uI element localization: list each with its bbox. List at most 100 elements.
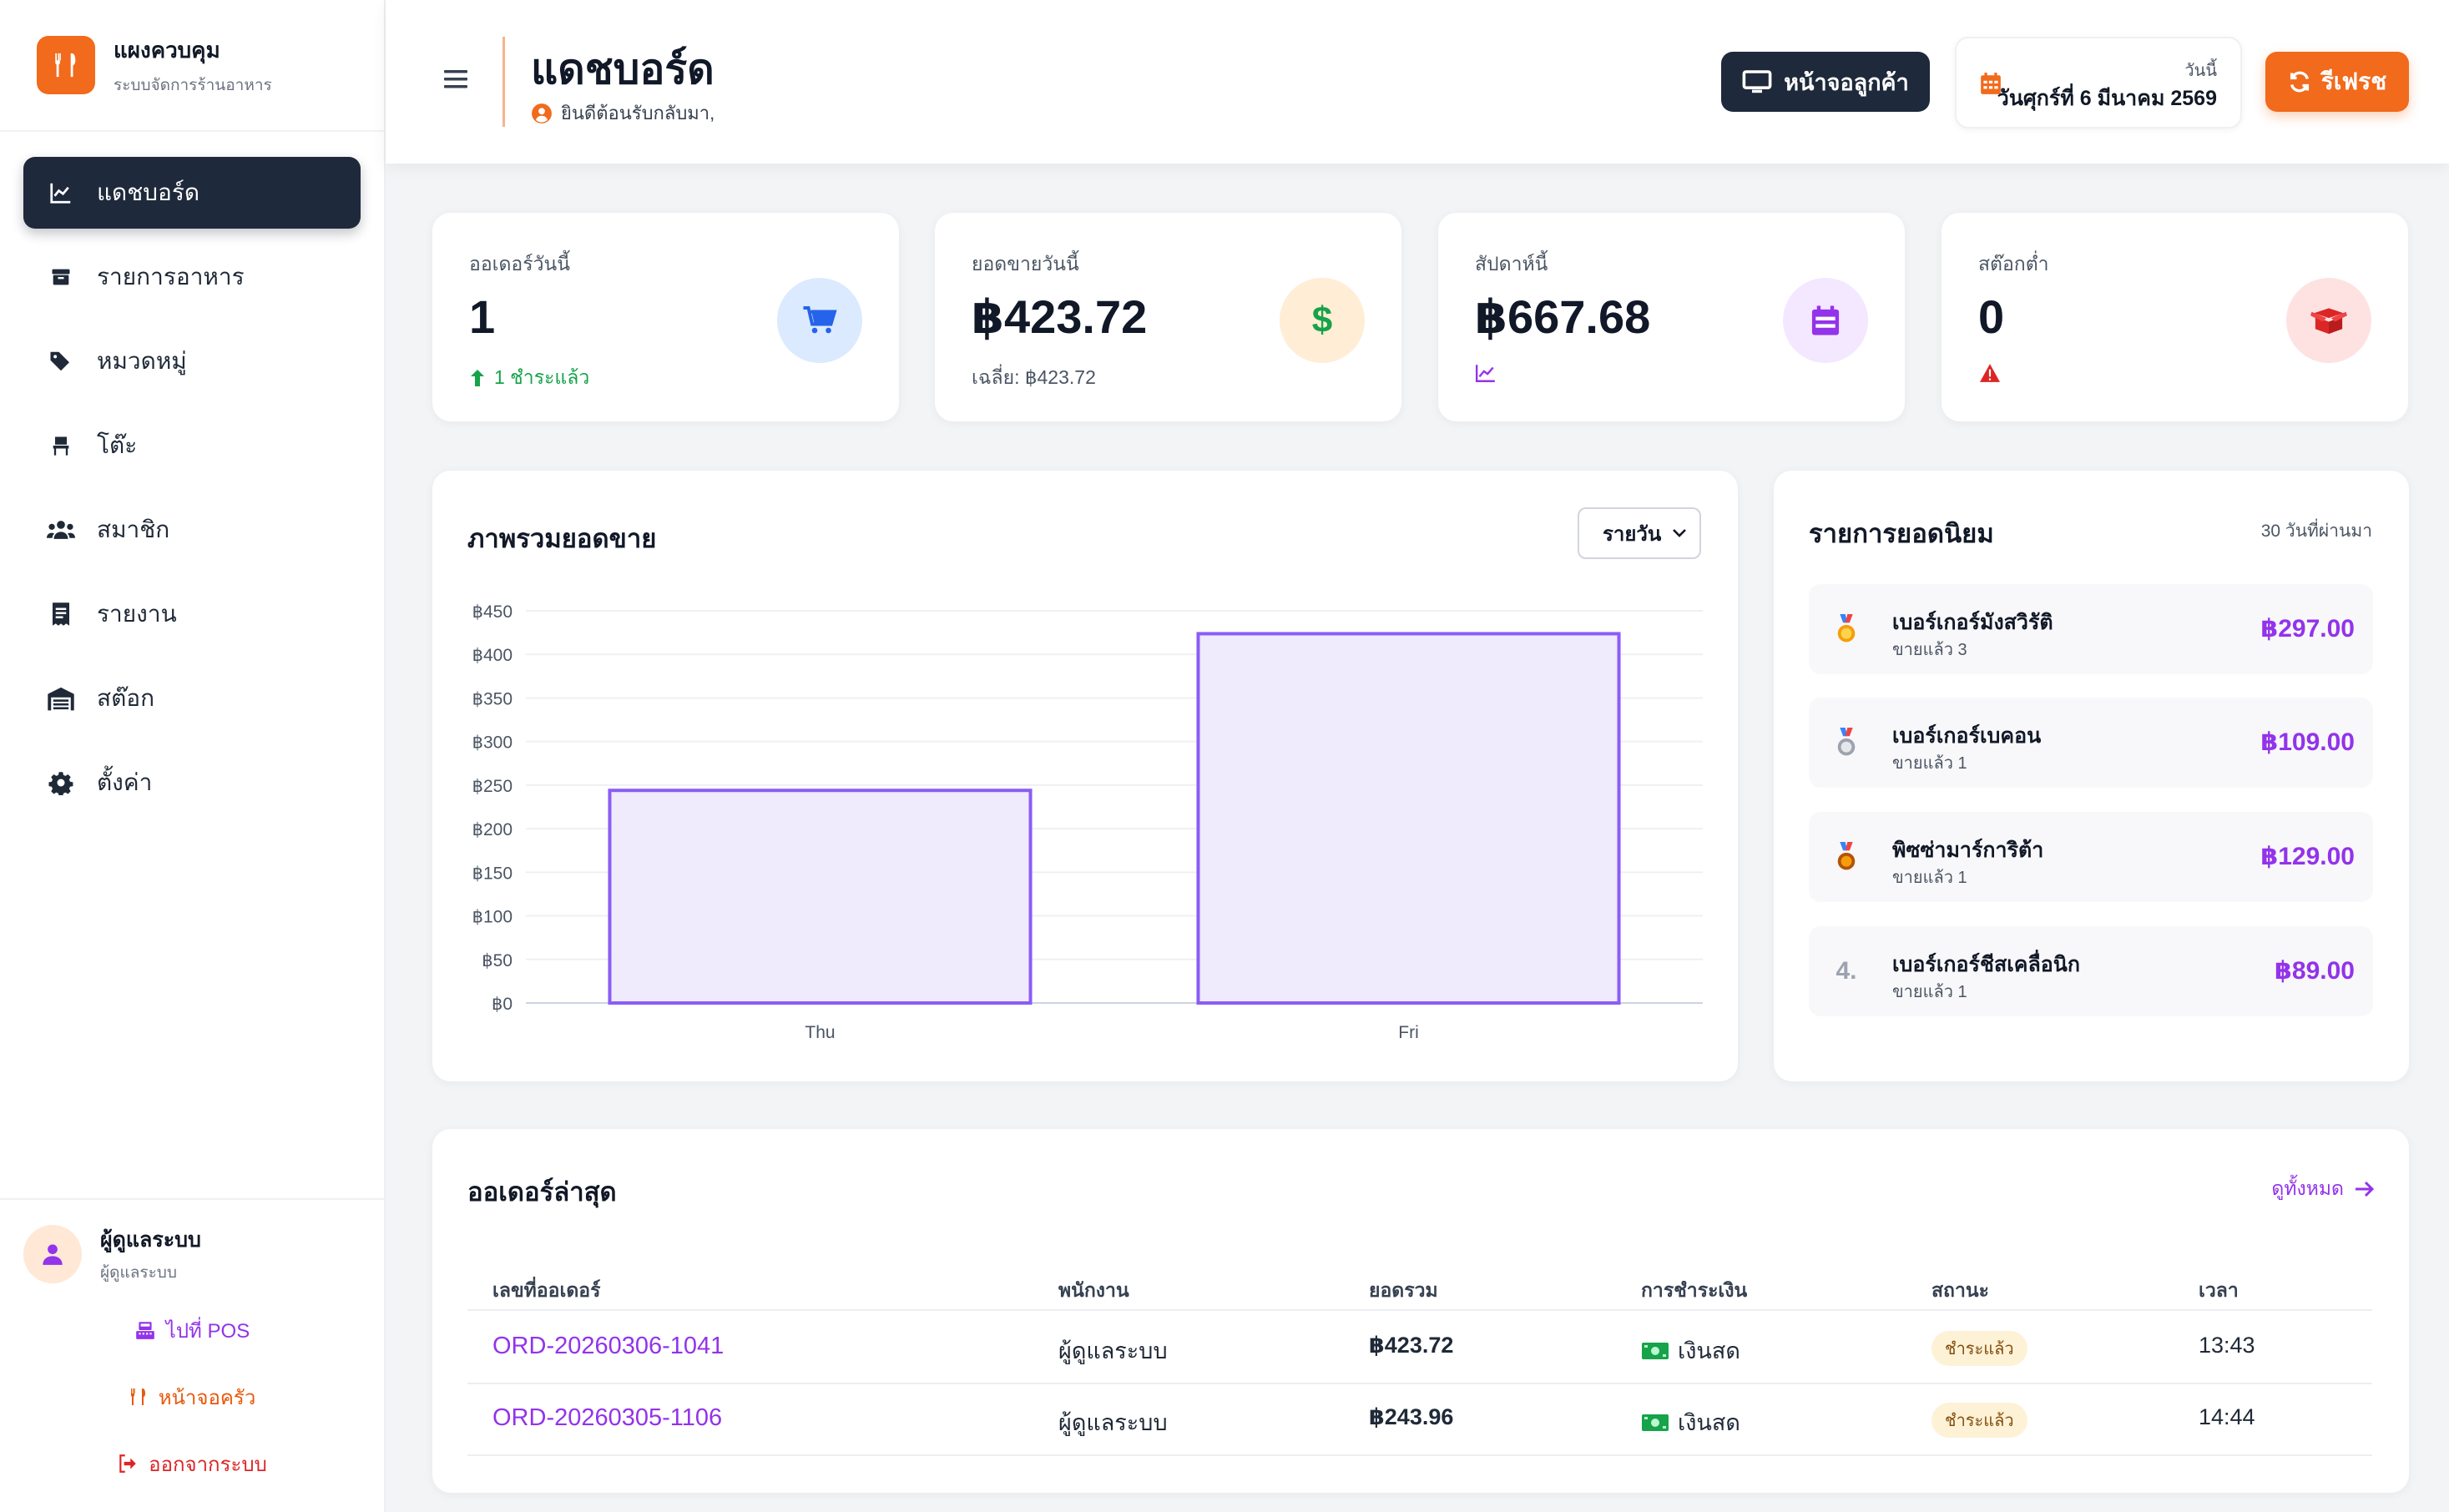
arrow-right-icon (2356, 1181, 2375, 1197)
date-display: วันนี้ วันศุกร์ที่ 6 มีนาคม 2569 (1955, 37, 2242, 129)
sidebar-item-dashboard[interactable]: แดชบอร์ด (23, 157, 361, 229)
customer-screen-label: หน้าจอลูกค้า (1784, 69, 1909, 95)
sidebar-nav: แดชบอร์ด รายการอาหาร หมวดหมู่ โต๊ะ สมาชิ… (23, 157, 361, 831)
chevron-down-icon (1673, 529, 1686, 537)
calendar-icon (1981, 73, 2001, 94)
order-id-link[interactable]: ORD-20260305-1106 (492, 1404, 723, 1431)
gear-icon (47, 769, 75, 797)
y-tick-label: ฿0 (492, 995, 513, 1014)
user-circle-icon (532, 103, 552, 123)
order-staff: ผู้ดูแลระบบ (1058, 1410, 1168, 1435)
popular-item-name: พิซซ่ามาร์การิต้า (1892, 839, 2044, 862)
kitchen-screen-link[interactable]: หน้าจอครัว (0, 1380, 384, 1414)
sidebar: แผงควบคุม ระบบจัดการร้านอาหาร แดชบอร์ด ร… (0, 0, 386, 1512)
utensils-icon (37, 36, 95, 94)
chart-bar (1196, 632, 1621, 1005)
warning-icon (1978, 363, 2002, 383)
go-to-pos-link[interactable]: ไปที่ POS (0, 1313, 384, 1347)
stat-value: ฿423.72 (972, 290, 1148, 343)
sidebar-item-settings[interactable]: ตั้งค่า (23, 747, 361, 819)
sidebar-item-label: หมวดหมู่ (97, 348, 187, 374)
order-payment: เงินสด (1641, 1333, 1740, 1368)
logout-link[interactable]: ออกจากระบบ (0, 1447, 384, 1480)
cash-register-icon (135, 1322, 154, 1339)
popular-item-sold: ขายแล้ว 3 (1892, 641, 1967, 659)
popular-item-price: ฿109.00 (2260, 728, 2355, 756)
popular-items-title: รายการยอดนิยม (1809, 519, 1994, 548)
gold-medal-icon (1829, 609, 1864, 649)
popular-item[interactable]: พิซซ่ามาร์การิต้า ขายแล้ว 1 ฿129.00 (1809, 812, 2373, 902)
app-title: แผงควบคุม (114, 37, 220, 63)
popular-item[interactable]: เบอร์เกอร์เบคอน ขายแล้ว 1 ฿109.00 (1809, 698, 2373, 788)
popular-items-card: รายการยอดนิยม 30 วันที่ผ่านมา เบอร์เกอร์… (1774, 471, 2409, 1081)
box-icon (47, 263, 75, 291)
popular-item-price: ฿89.00 (2275, 957, 2355, 985)
status-badge: ชำระแล้ว (1931, 1403, 2027, 1438)
sidebar-item-label: ตั้งค่า (97, 769, 153, 795)
order-id-link[interactable]: ORD-20260306-1041 (492, 1333, 725, 1359)
stat-value: 0 (1978, 290, 2005, 343)
payment-method: เงินสด (1678, 1338, 1740, 1363)
popular-item[interactable]: เบอร์เกอร์มังสวิรัติ ขายแล้ว 3 ฿297.00 (1809, 584, 2373, 674)
y-tick-label: ฿300 (472, 733, 513, 753)
popular-item-price: ฿297.00 (2260, 615, 2355, 643)
sidebar-item-categories[interactable]: หมวดหมู่ (23, 325, 361, 397)
sidebar-item-tables[interactable]: โต๊ะ (23, 410, 361, 481)
header-divider (502, 37, 505, 127)
cash-icon (1642, 1414, 1669, 1431)
stat-value: 1 (469, 290, 496, 343)
sidebar-footer: ผู้ดูแลระบบ ผู้ดูแลระบบ ไปที่ POS หน้าจอ… (0, 1198, 384, 1480)
y-tick-label: ฿50 (482, 951, 513, 970)
chart-line-icon (47, 179, 75, 207)
y-tick-label: ฿200 (472, 820, 513, 839)
sidebar-item-reports[interactable]: รายงาน (23, 578, 361, 650)
popular-item-name: เบอร์เกอร์เบคอน (1892, 724, 2042, 748)
sidebar-item-members[interactable]: สมาชิก (23, 494, 361, 566)
go-to-pos-label: ไปที่ POS (165, 1319, 250, 1343)
order-payment: เงินสด (1641, 1404, 1740, 1440)
period-select-value: รายวัน (1603, 522, 1662, 546)
refresh-label: รีเฟรช (2320, 68, 2387, 94)
calendar-icon (1783, 278, 1868, 363)
view-all-link[interactable]: ดูทั้งหมด (2271, 1174, 2376, 1204)
top-header: แดชบอร์ด ยินดีต้อนรับกลับมา, หน้าจอลูกค้… (386, 0, 2449, 164)
sidebar-item-menu[interactable]: รายการอาหาร (23, 241, 361, 313)
stat-card-orders: ออเดอร์วันนี้ 1 1 ชำระแล้ว (432, 213, 899, 421)
column-header: พนักงาน (1058, 1279, 1129, 1301)
dollar-icon: $ (1280, 278, 1365, 363)
payment-method: เงินสด (1678, 1410, 1740, 1435)
sales-overview-card: ภาพรวมยอดขาย รายวัน ฿0 ฿50 ฿100 ฿150 ฿200 ฿25… (432, 471, 1738, 1081)
popular-caption: 30 วันที่ผ่านมา (2260, 522, 2372, 541)
period-select[interactable]: รายวัน (1578, 507, 1701, 559)
brand: แผงควบคุม ระบบจัดการร้านอาหาร (0, 0, 384, 132)
column-header: การชำระเงิน (1641, 1279, 1748, 1301)
monitor-icon (1742, 70, 1772, 93)
column-header: ยอดรวม (1369, 1279, 1438, 1301)
date-label: วันนี้ (2184, 62, 2217, 80)
popular-item[interactable]: 4. เบอร์เกอร์ชีสเคลื่อนิก ขายแล้ว 1 ฿89.… (1809, 926, 2373, 1016)
user-profile: ผู้ดูแลระบบ ผู้ดูแลระบบ (0, 1200, 384, 1285)
refresh-button[interactable]: รีเฟรช (2265, 52, 2409, 112)
bronze-medal-icon (1829, 837, 1864, 877)
sidebar-item-stock[interactable]: สต๊อก (23, 663, 361, 734)
y-tick-label: ฿250 (472, 777, 513, 796)
stat-card-sales: ยอดขายวันนี้ ฿423.72 เฉลี่ย: ฿423.72 $ (935, 213, 1401, 421)
stat-label: ยอดขายวันนี้ (972, 253, 1079, 275)
avatar (23, 1225, 82, 1283)
customer-screen-button[interactable]: หน้าจอลูกค้า (1721, 52, 1930, 112)
column-header: เวลา (2199, 1279, 2239, 1301)
tags-icon (47, 347, 75, 375)
popular-item-name: เบอร์เกอร์ชีสเคลื่อนิก (1892, 953, 2081, 976)
x-tick-label: Thu (805, 1023, 835, 1042)
y-tick-label: ฿350 (472, 689, 513, 708)
stat-sub: 1 ชำระแล้ว (469, 363, 589, 393)
y-tick-label: ฿100 (472, 908, 513, 927)
sales-overview-title: ภาพรวมยอดขาย (467, 524, 657, 553)
receipt-icon (47, 600, 75, 628)
sign-out-icon (119, 1454, 136, 1473)
y-tick-label: ฿150 (472, 864, 513, 883)
chair-icon (47, 431, 75, 460)
view-all-label: ดูทั้งหมด (2271, 1177, 2344, 1199)
hamburger-menu-icon[interactable] (442, 67, 469, 93)
y-tick-label: ฿450 (472, 602, 513, 622)
